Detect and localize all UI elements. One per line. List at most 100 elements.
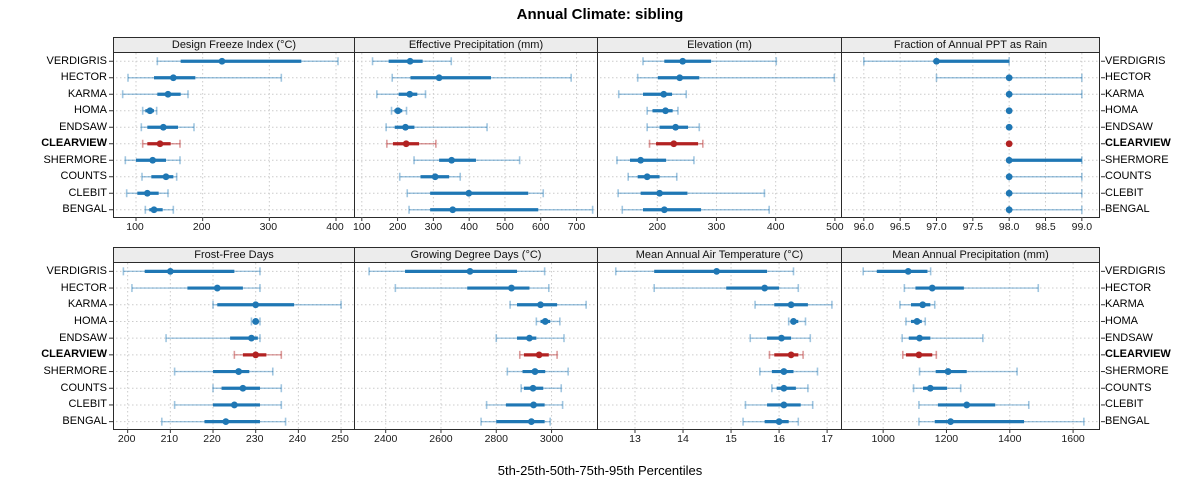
x-tick-label: 220 [203, 433, 221, 445]
panel-mean-annual-precipitation-mm- [842, 263, 1105, 433]
median-dot [676, 74, 684, 82]
station-label-left: KARMA [67, 298, 107, 311]
median-dot [928, 284, 936, 292]
panel-strip-title: Frost-Free Days [113, 247, 355, 263]
percentiles-caption: 5th-25th-50th-75th-95th Percentiles [497, 463, 703, 478]
x-tick-label: 98.0 [998, 221, 1020, 233]
median-dot [530, 401, 537, 409]
station-label-left: VERDIGRIS [46, 264, 107, 277]
median-dot [235, 368, 243, 375]
x-tick-label: 200 [192, 221, 211, 233]
median-dot [915, 351, 923, 359]
station-label-right: SHERMORE [1105, 153, 1169, 166]
x-tick-label: 1200 [934, 433, 959, 445]
x-tick-label: 99.0 [1071, 221, 1093, 233]
median-dot [449, 206, 457, 214]
panel-frost-free-days [109, 263, 355, 433]
median-dot [1005, 173, 1013, 181]
x-tick-label: 300 [707, 221, 726, 233]
panel-canvas [600, 53, 840, 221]
station-label-left: CLEBIT [68, 186, 107, 199]
station-label-right: KARMA [1105, 87, 1145, 100]
median-dot [169, 74, 177, 82]
station-label-right: COUNTS [1105, 170, 1152, 183]
median-dot [222, 418, 230, 426]
panel-canvas [600, 263, 840, 433]
median-dot [780, 368, 788, 375]
x-tick-label: 400 [766, 221, 785, 233]
x-tick-label: 400 [460, 221, 478, 233]
median-dot [660, 206, 668, 214]
station-label-left: SHERMORE [43, 365, 107, 378]
median-dot [662, 107, 669, 115]
median-dot [218, 57, 226, 65]
median-dot [916, 334, 923, 342]
median-dot [1005, 123, 1013, 131]
median-dot [531, 368, 539, 375]
x-tick-label: 300 [424, 221, 443, 233]
median-dot [656, 189, 663, 197]
station-label-left: HOMA [74, 104, 107, 117]
median-dot [402, 123, 409, 131]
median-dot [1005, 206, 1013, 214]
median-dot [448, 156, 456, 164]
median-dot [919, 301, 927, 309]
x-tick-label: 200 [117, 433, 136, 445]
median-dot [944, 368, 952, 375]
median-dot [947, 418, 954, 426]
median-dot [465, 189, 473, 197]
x-tick-label: 1600 [1061, 433, 1085, 445]
station-label-left: BENGAL [62, 415, 107, 428]
x-tick-label: 98.5 [1035, 221, 1056, 233]
station-label-left: HECTOR [60, 281, 107, 294]
median-dot [164, 90, 172, 98]
panel-fraction-of-annual-ppt-as-rain [842, 53, 1105, 221]
median-dot [248, 334, 255, 342]
median-dot [541, 318, 549, 325]
median-dot [637, 156, 645, 164]
median-dot [162, 173, 170, 181]
median-dot [508, 284, 515, 292]
median-dot [535, 351, 543, 359]
station-label-right: HOMA [1105, 104, 1138, 117]
median-dot [761, 284, 769, 292]
station-label-right: ENDSAW [1105, 331, 1153, 344]
median-dot [537, 301, 544, 309]
x-tick-label: 96.5 [889, 221, 911, 233]
median-dot [406, 90, 414, 98]
x-tick-label: 100 [126, 221, 144, 233]
panel-mean-annual-air-temperature-c- [598, 263, 842, 433]
median-dot [435, 74, 443, 82]
page-title: Annual Climate: sibling [516, 6, 684, 23]
station-label-left: HOMA [74, 314, 107, 327]
median-dot [166, 267, 174, 275]
station-label-left: ENDSAW [59, 120, 107, 133]
panel-canvas [109, 53, 354, 221]
panel-strip-title: Design Freeze Index (°C) [113, 37, 355, 53]
median-dot [1005, 189, 1013, 197]
x-tick-label: 1000 [871, 433, 895, 445]
median-dot [913, 318, 921, 325]
panel-elevation-m- [598, 53, 842, 221]
panel-design-freeze-index-c- [109, 53, 355, 221]
x-tick-label: 2600 [429, 433, 453, 445]
median-dot [213, 284, 221, 292]
x-tick-label: 16 [773, 433, 785, 445]
median-dot [431, 173, 439, 181]
station-label-left: BENGAL [62, 203, 107, 216]
median-dot [230, 401, 238, 409]
station-label-left: ENDSAW [59, 331, 107, 344]
median-dot [1005, 156, 1013, 164]
station-label-left: COUNTS [60, 170, 107, 183]
x-tick-label: 13 [629, 433, 641, 445]
panel-strip-title: Elevation (m) [598, 37, 842, 53]
station-label-right: VERDIGRIS [1105, 54, 1166, 67]
x-tick-label: 17 [821, 433, 833, 445]
x-tick-label: 2400 [373, 433, 398, 445]
median-dot [159, 123, 167, 131]
median-dot [146, 107, 154, 115]
station-label-right: HECTOR [1105, 71, 1152, 84]
median-dot [252, 301, 260, 309]
panel-growing-degree-days-c- [355, 263, 598, 433]
median-dot [926, 384, 934, 392]
